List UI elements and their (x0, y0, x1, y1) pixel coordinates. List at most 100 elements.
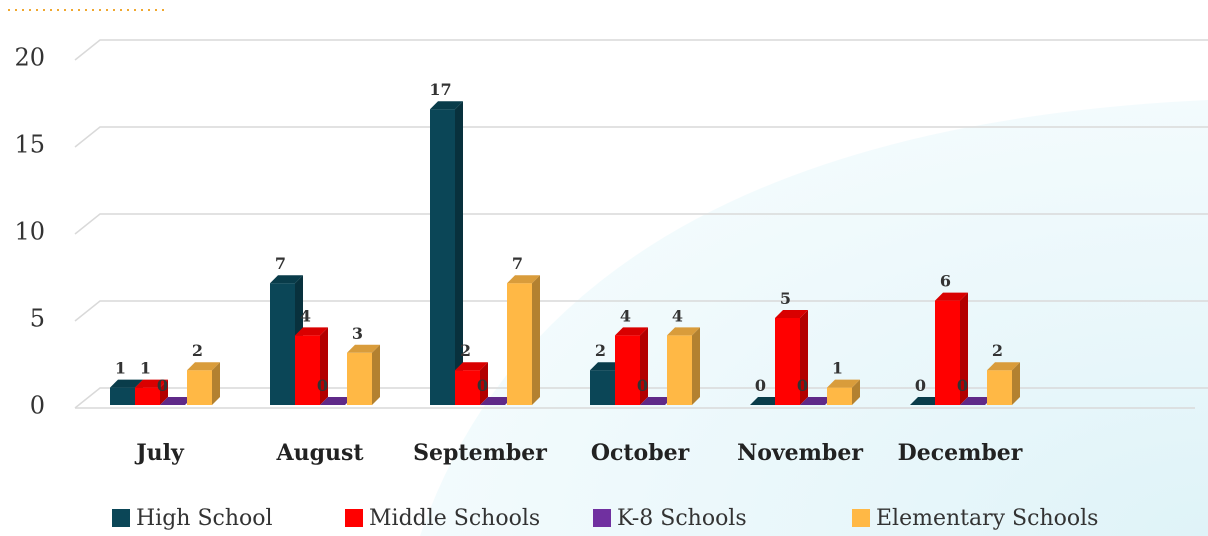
bar (270, 283, 295, 405)
bar (507, 283, 532, 405)
bar-side (960, 292, 968, 405)
bar-top (320, 397, 353, 405)
y-tick-label: 20 (14, 44, 45, 72)
y-tick-label: 10 (14, 218, 45, 246)
bar (775, 318, 800, 405)
data-label: 3 (352, 324, 363, 343)
legend-swatch (345, 509, 363, 527)
bar-side (800, 310, 808, 405)
bar (430, 109, 455, 405)
bar-top (135, 379, 168, 388)
data-label: 0 (797, 376, 808, 395)
background-shape (420, 100, 1208, 536)
bar-top (507, 275, 540, 284)
bar-top (110, 379, 143, 388)
bar (935, 300, 960, 405)
data-label: 2 (595, 341, 606, 360)
x-tick-label: July (134, 440, 185, 466)
grid-line (74, 213, 1208, 235)
bar (110, 387, 135, 405)
y-tick-label: 5 (30, 305, 45, 333)
x-tick-label: October (591, 440, 690, 466)
bar-side (372, 344, 380, 405)
data-label: 2 (992, 341, 1003, 360)
data-label: 1 (115, 359, 126, 378)
legend-swatch (112, 509, 130, 527)
bar (187, 370, 212, 405)
data-label: 0 (157, 376, 168, 395)
y-tick-label: 15 (14, 131, 45, 159)
data-label: 17 (429, 80, 451, 99)
data-label: 1 (140, 359, 151, 378)
bar-top (480, 397, 513, 405)
bar-top (295, 327, 328, 336)
x-tick-label: August (276, 440, 365, 466)
bar (987, 370, 1012, 405)
data-label: 6 (940, 272, 951, 291)
data-label: 7 (275, 254, 286, 273)
bar-top (347, 344, 380, 353)
bar-side (692, 327, 700, 405)
legend-label: Elementary Schools (876, 506, 1098, 531)
legend-label: High School (136, 506, 273, 531)
bar-side (160, 379, 168, 405)
bar-top (270, 275, 303, 284)
bar-top (935, 292, 968, 301)
bar-top (160, 397, 193, 405)
data-label: 0 (477, 376, 488, 395)
data-label: 0 (915, 376, 926, 395)
data-label: 0 (317, 376, 328, 395)
data-label: 4 (620, 306, 631, 325)
bar-side (212, 362, 220, 405)
grid-line (74, 126, 1208, 148)
data-label: 0 (637, 376, 648, 395)
y-tick-label: 0 (30, 392, 45, 420)
bar-side (1012, 362, 1020, 405)
grid-line (74, 300, 1208, 322)
bar-top (455, 362, 488, 371)
bar-top (430, 101, 463, 110)
bar-side (455, 101, 463, 405)
x-tick-label: December (898, 440, 1023, 466)
bar-top (827, 379, 860, 388)
x-tick-label: November (737, 440, 863, 466)
bar-top (750, 397, 783, 405)
bar (667, 335, 692, 405)
bar-side (532, 275, 540, 405)
bar (827, 387, 852, 405)
bar-top (590, 362, 623, 371)
bar-top (987, 362, 1020, 371)
bar-side (852, 379, 860, 405)
bar-top (960, 397, 993, 405)
data-label: 0 (957, 376, 968, 395)
data-label: 5 (780, 289, 791, 308)
bar-side (320, 327, 328, 405)
bar-top (187, 362, 220, 371)
grid-line (74, 39, 1208, 61)
bar-top (615, 327, 648, 336)
data-label: 7 (512, 254, 523, 273)
data-label: 4 (300, 306, 311, 325)
bar (615, 335, 640, 405)
bar-side (480, 362, 488, 405)
data-label: 2 (192, 341, 203, 360)
bar (295, 335, 320, 405)
legend-label: K-8 Schools (617, 506, 747, 531)
legend-swatch (593, 509, 611, 527)
bar (347, 352, 372, 405)
bar (590, 370, 615, 405)
bar (455, 370, 480, 405)
x-tick-label: September (413, 440, 547, 466)
data-label: 1 (832, 359, 843, 378)
data-label: 0 (755, 376, 766, 395)
bar-side (640, 327, 648, 405)
legend-swatch (852, 509, 870, 527)
legend-label: Middle Schools (369, 506, 540, 531)
bar-top (640, 397, 673, 405)
data-label: 4 (672, 306, 683, 325)
bar (135, 387, 160, 405)
data-label: 2 (460, 341, 471, 360)
